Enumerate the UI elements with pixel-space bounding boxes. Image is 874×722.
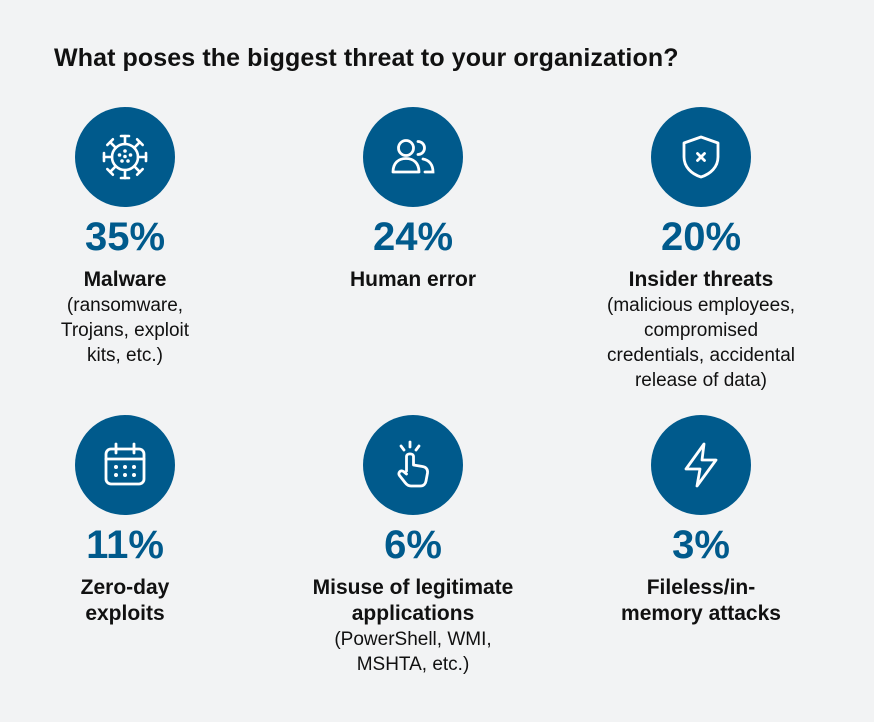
chart-title: What poses the biggest threat to your or… [54, 44, 679, 72]
stat-card-fileless-attacks: 3% Fileless/in- memory attacks [571, 415, 831, 627]
stat-card-human-error: 24% Human error [283, 107, 543, 293]
category-description: (ransomware, Trojans, exploit kits, etc.… [60, 295, 190, 366]
category-label: Misuse of legitimate applications [312, 576, 514, 625]
category-label: Zero-day exploits [80, 576, 170, 625]
value-label: 6% [384, 523, 442, 567]
lightning-icon [651, 415, 751, 515]
stat-card-zero-day-exploits: 11% Zero-day exploits [0, 415, 255, 627]
category-label: Fileless/in- memory attacks [621, 576, 781, 625]
value-label: 20% [660, 215, 742, 259]
stat-card-insider-threats: 20% Insider threats (malicious employees… [571, 107, 831, 393]
category-description: (malicious employees, compromised creden… [607, 295, 795, 391]
category-label: Malware [83, 268, 167, 291]
value-label: 11% [86, 523, 164, 567]
category-label: Human error [349, 268, 477, 291]
stat-card-malware: 35% Malware (ransomware, Trojans, exploi… [0, 107, 255, 368]
shield-x-icon [651, 107, 751, 207]
category-label: Insider threats [628, 268, 774, 291]
value-label: 24% [372, 215, 454, 259]
stat-card-misuse-of-applications: 6% Misuse of legitimate applications (Po… [283, 415, 543, 677]
calendar-icon [75, 415, 175, 515]
category-description: (PowerShell, WMI, MSHTA, etc.) [334, 629, 492, 675]
value-label: 3% [672, 523, 730, 567]
people-icon [363, 107, 463, 207]
value-label: 35% [84, 215, 166, 259]
tap-finger-icon [363, 415, 463, 515]
virus-icon [75, 107, 175, 207]
